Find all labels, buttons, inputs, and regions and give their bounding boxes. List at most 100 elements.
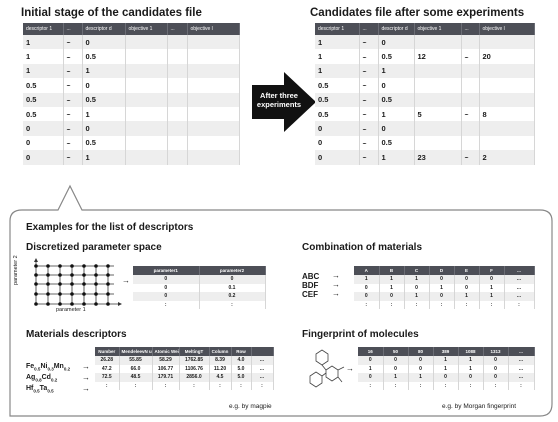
magpie-note: e.g. by magpie [229,403,272,410]
table-cell: 1106.76 [179,364,210,373]
table-header-row: parameter1 parameter2 [133,266,266,275]
table-cell [125,35,168,50]
table-cell: 55.85 [119,356,153,365]
table-cell: 1 [378,150,415,165]
column-header: 389 [433,347,459,356]
table-cell: 0.1 [199,283,266,292]
table-cell: : [454,300,480,309]
table-cell [125,106,168,122]
material-arrow-icon: → [332,280,340,289]
grid-point [106,302,110,306]
formula-arrow-1-icon: → [82,362,90,371]
table-cell: ... [504,292,535,301]
grid-point [82,264,86,268]
table-cell: 20 [479,49,535,64]
table-cell: 1762.85 [179,356,210,365]
grid-point [70,292,74,296]
table-cell: ... [359,49,379,64]
table-cell [479,92,535,107]
table-row: 1... 0 [315,35,535,50]
table-row: 1... 1 [315,63,535,79]
table-row: 0.5... 0 [315,78,535,93]
table-cell [479,35,535,50]
table-row: 1... 0.5 [23,49,240,64]
table-cell: 179.71 [152,373,180,382]
formula-1: Fe0.5Ni0.3Mn0.2 [26,363,71,372]
table-row: 72.5 48.5 179.71 2856.0 4.5 5.0... [95,373,274,382]
column-header: Row [231,347,252,356]
table-row: 0.5... 1 5... 8 [315,106,535,122]
column-header: 16 [358,347,384,356]
table-cell: 2856.0 [179,373,210,382]
table-cell: : [199,300,266,309]
table-cell [125,49,168,64]
table-row: 1... 0.5 12... 20 [315,49,535,64]
table-cell: 26.28 [95,356,120,365]
table-cell: 1 [379,283,405,292]
grid-point [58,282,62,286]
table-cell [125,78,168,93]
table-cell [187,150,240,165]
table-cell: 0 [458,373,484,382]
grid-point [58,292,62,296]
table-cell: 0 [354,292,380,301]
table-cell [187,135,240,151]
table-cell [187,35,240,50]
table-cell: 11.20 [209,364,232,373]
table-row: 0... 0.5 [315,135,535,151]
fingerprint-arrow-icon: → [346,364,354,373]
table-cell: ... [359,35,379,50]
table-cell [479,63,535,79]
grid-point [82,282,86,286]
table-row: 1... 1 [23,63,240,79]
table-row: 47.2 66.0 106.77 1106.76 11.20 5.0... [95,364,274,373]
table-cell: 0 [483,373,509,382]
table-cell: 1 [433,356,459,365]
column-header: E [454,266,480,275]
column-header: Atomic Weight [152,347,180,356]
table-cell: : [179,381,210,390]
table-cell: 0 [82,35,126,50]
arrow-label: After three experiments [256,91,302,109]
table-cell: : [152,381,180,390]
table-cell: 5.0 [231,364,252,373]
table-cell [414,35,462,50]
table-cell: 0.5 [23,106,64,122]
grid-point [94,282,98,286]
table-cell [167,92,188,107]
table-cell: ... [508,356,535,365]
table-cell [167,121,188,136]
grid-point [70,264,74,268]
table-cell: ... [63,92,83,107]
grid-point [58,273,62,277]
column-header: ... [504,266,535,275]
table-cell: 47.2 [95,364,120,373]
initial-candidates-table: descriptor 1... descriptor d objective 1..… [23,23,240,165]
materials-title: Materials descriptors [26,329,127,340]
column-header: Column [209,347,232,356]
column-header: 80 [408,347,434,356]
table-cell: : [483,381,509,390]
table-cell: : [504,300,535,309]
table-cell: 1 [315,35,360,50]
table-cell: 0.5 [315,106,360,122]
table-row: :: [133,300,266,309]
column-header: descriptor d [378,23,415,35]
table-row: ::::::: [358,381,535,390]
table-cell: 0.5 [315,92,360,107]
table-cell [187,78,240,93]
column-header: descriptor 1 [23,23,64,35]
table-cell [461,78,480,93]
column-header: descriptor d [82,23,126,35]
table-cell: ... [508,373,535,382]
column-header: objective l [479,23,535,35]
table-cell: 4.5 [209,373,232,382]
grid-point [34,273,38,277]
axis-x-label: parameter 1 [56,307,86,313]
table-cell: : [119,381,153,390]
grid-point [58,302,62,306]
table-cell: : [231,381,252,390]
table-cell [187,121,240,136]
table-cell [479,121,535,136]
